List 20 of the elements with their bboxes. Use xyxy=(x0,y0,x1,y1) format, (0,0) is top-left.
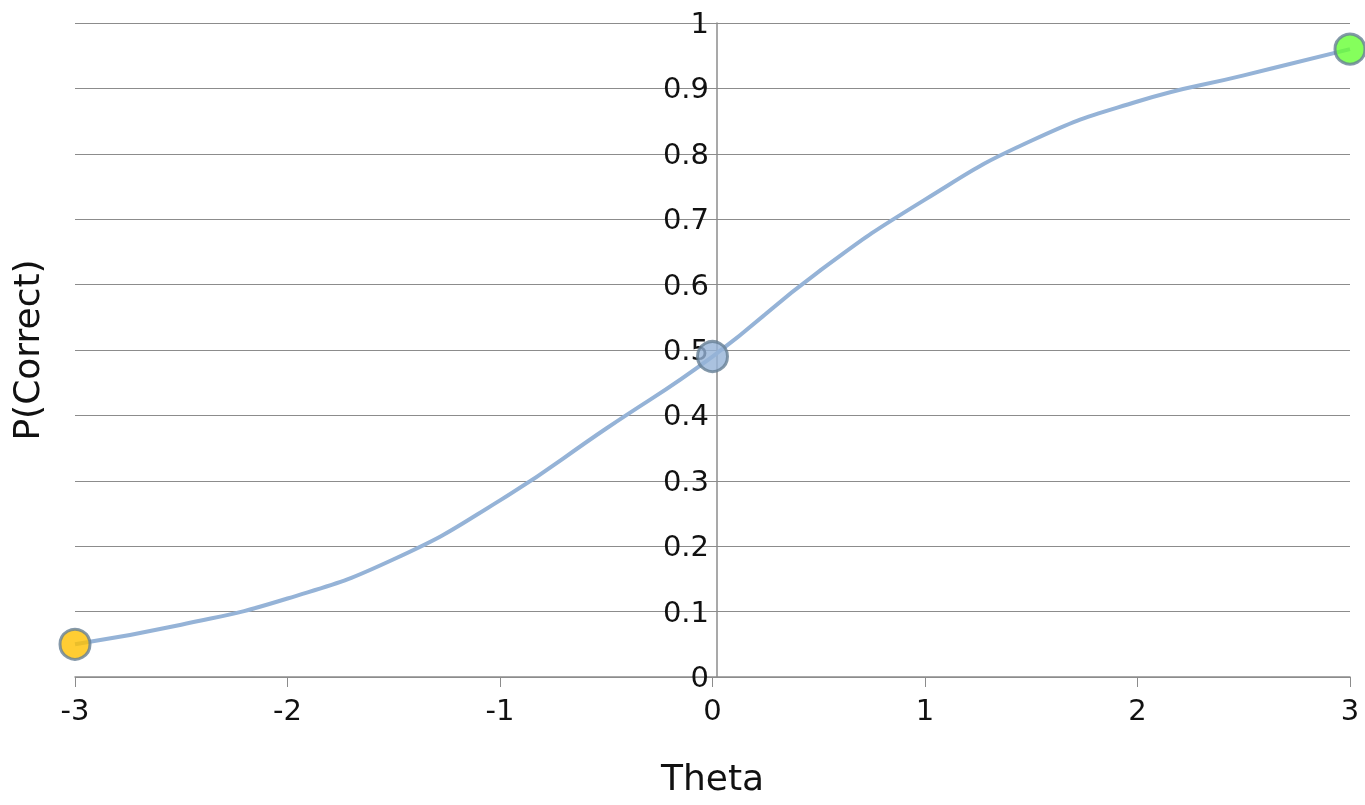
x-tick-label: 3 xyxy=(1340,692,1360,727)
x-axis-title: Theta xyxy=(659,756,765,798)
y-tick-label: 0.1 xyxy=(662,594,709,629)
y-tick-label: 0.4 xyxy=(662,398,709,433)
point xyxy=(58,627,92,661)
y-tick-label: 0.8 xyxy=(662,136,709,171)
y-tick-label: 0 xyxy=(690,660,709,694)
x-tick-label: 1 xyxy=(915,692,935,727)
y-tick-label: 0.6 xyxy=(662,267,709,302)
x-tick-label: 2 xyxy=(1128,692,1147,727)
y-tick-label: 1 xyxy=(690,6,709,40)
x-tick-label: -2 xyxy=(273,692,302,727)
x-tick-label: -3 xyxy=(60,692,90,727)
y-tick-label: 0.7 xyxy=(662,202,709,237)
y-tick-label: 0.9 xyxy=(662,71,709,106)
y-axis-title: P(Correct) xyxy=(5,259,47,441)
y-tick-label: 0.2 xyxy=(662,529,709,564)
point xyxy=(1333,32,1365,66)
x-tick-label: -1 xyxy=(485,692,515,727)
y-tick-label: 0.3 xyxy=(662,463,709,498)
